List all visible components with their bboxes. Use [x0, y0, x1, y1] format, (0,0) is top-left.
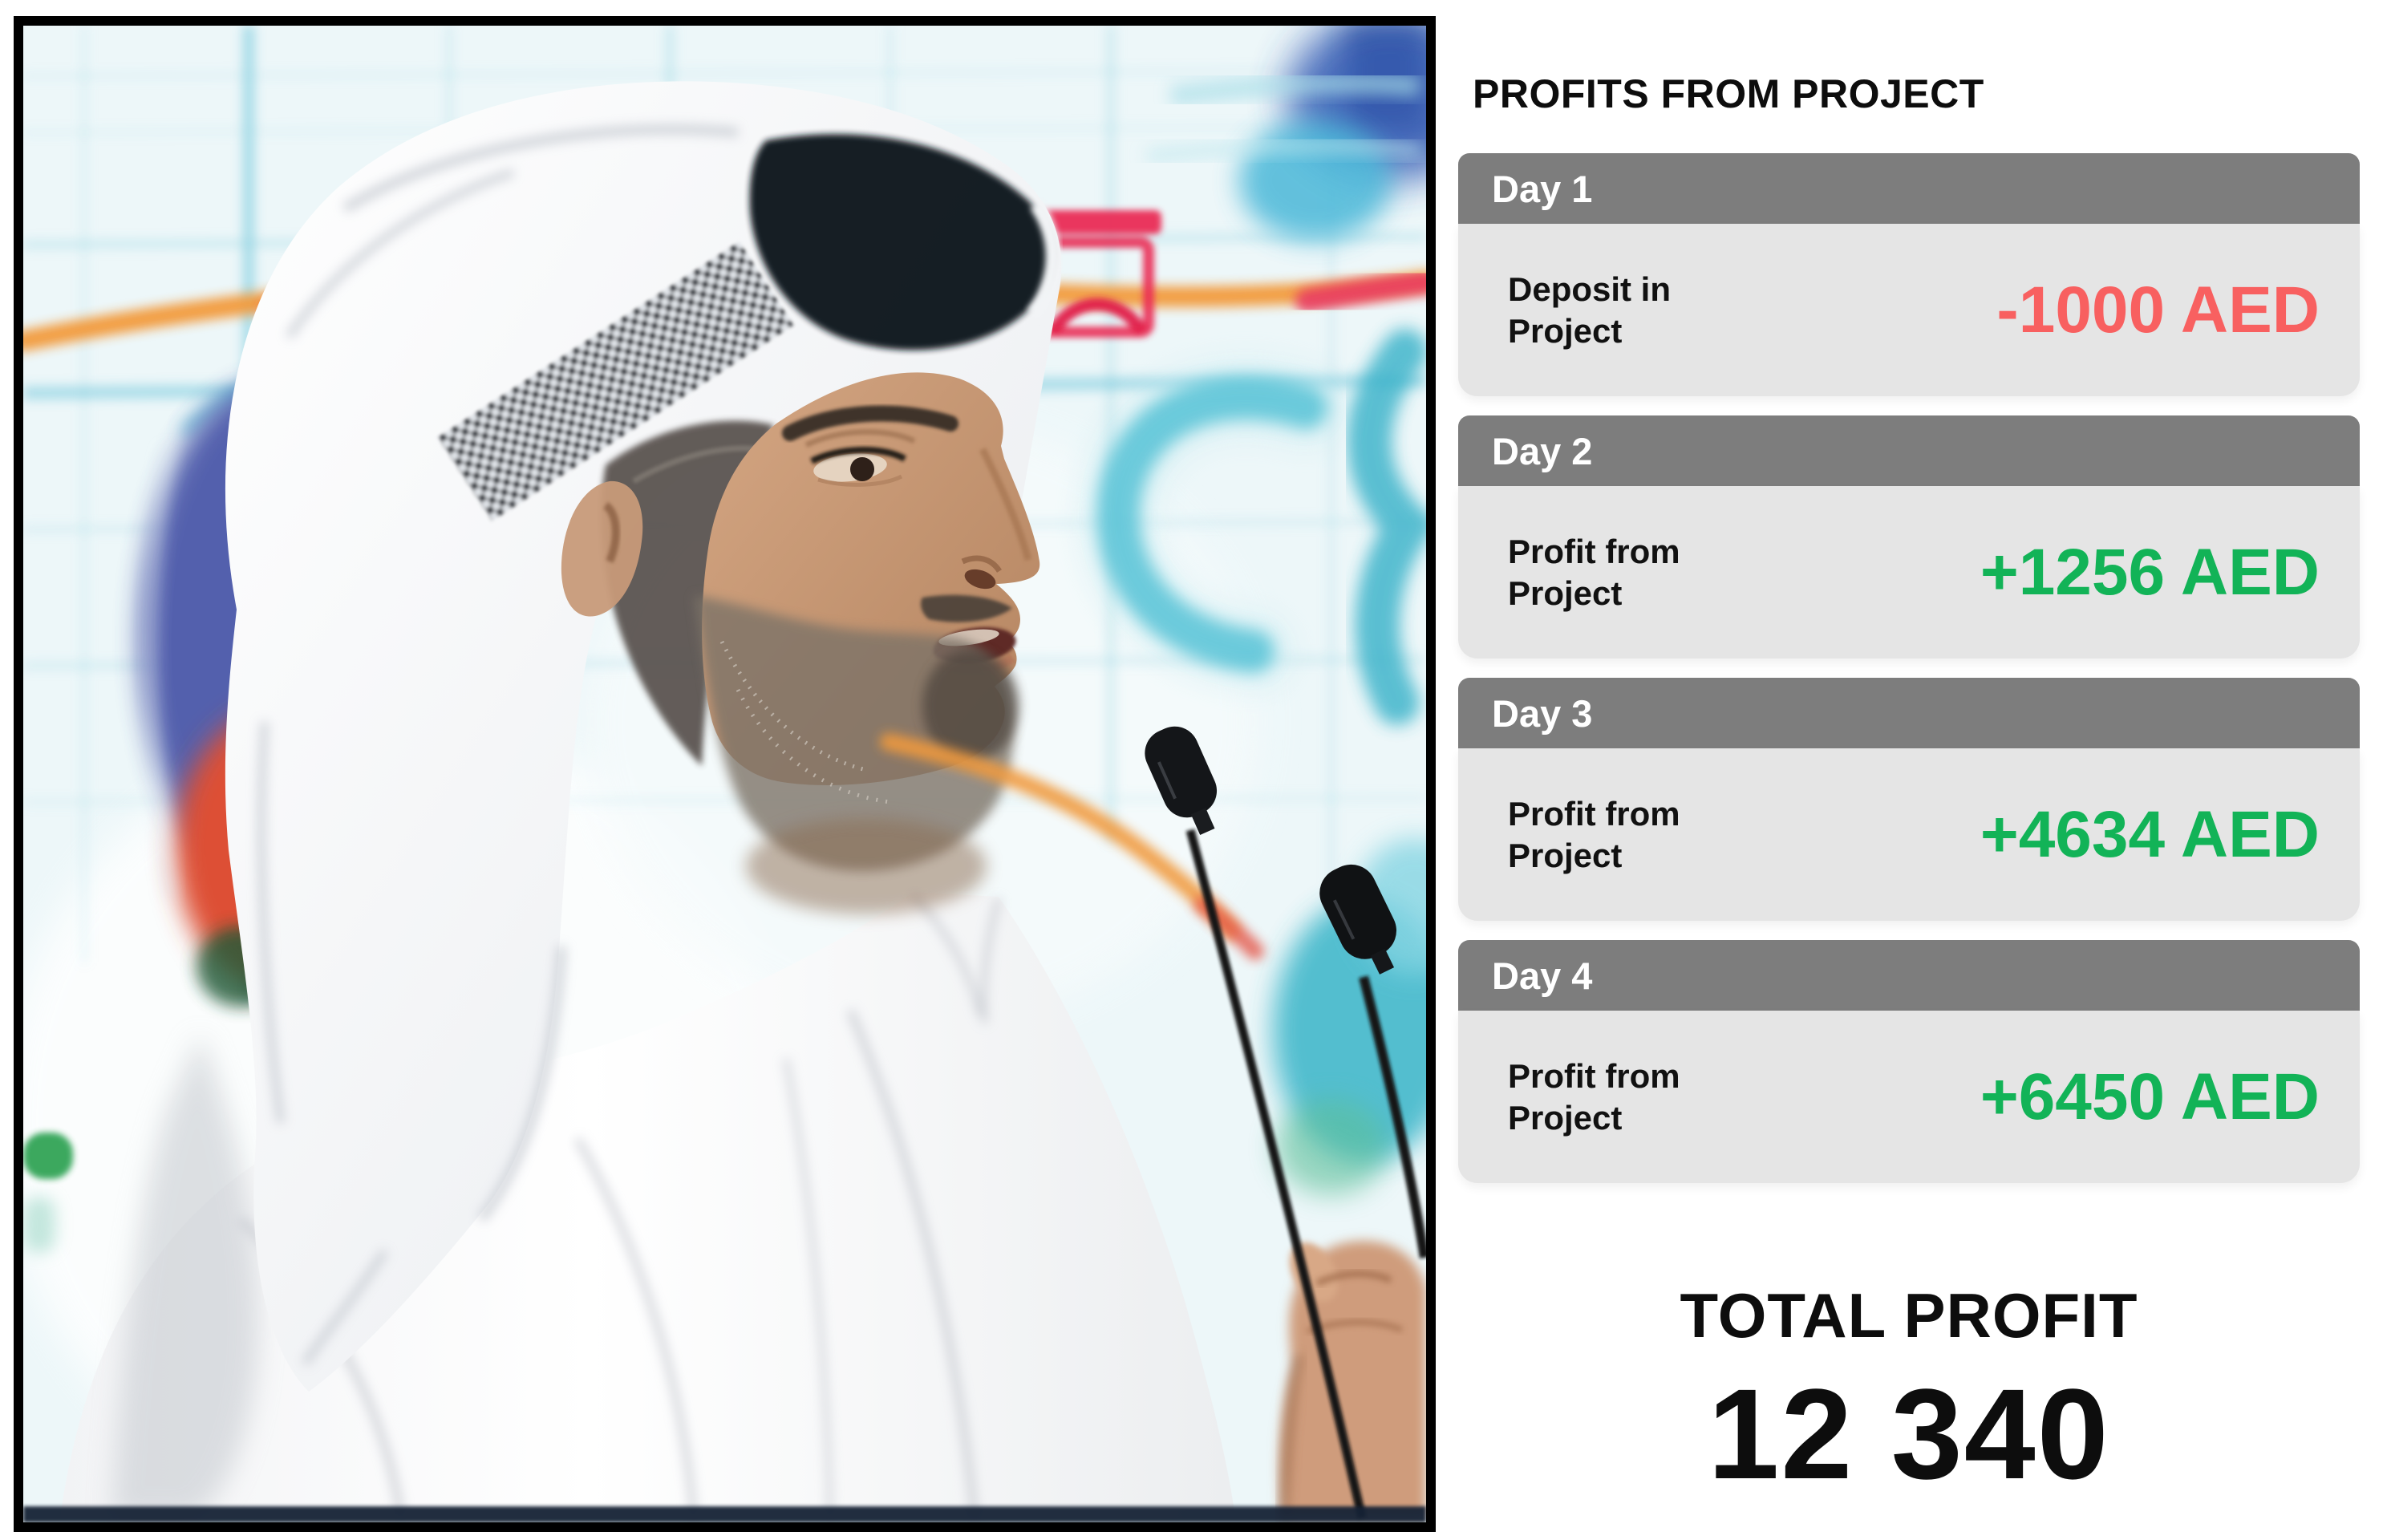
total-label: TOTAL PROFIT — [1680, 1280, 2138, 1351]
day-card-body: Profit from Project +4634 AED — [1458, 748, 2360, 921]
day-cards: Day 1 Deposit in Project -1000 AED Day 2… — [1458, 153, 2360, 1183]
day-card-header: Day 2 — [1458, 415, 2360, 486]
day-card-body: Profit from Project +1256 AED — [1458, 486, 2360, 659]
day-card-body: Profit from Project +6450 AED — [1458, 1011, 2360, 1183]
headdress-dark-fold — [749, 134, 1060, 351]
photo-frame — [14, 16, 1436, 1532]
panel-title: PROFITS FROM PROJECT — [1473, 71, 1984, 116]
amount-value: +1256 AED — [1980, 535, 2320, 609]
teal-scribbles — [1078, 329, 1426, 725]
profits-panel: PROFITS FROM PROJECT Day 1 Deposit in Pr… — [1458, 71, 2360, 1508]
entry-label: Profit from Project — [1508, 533, 1680, 612]
day-title: Day 4 — [1492, 954, 1593, 997]
speaker-eyebrow — [782, 405, 958, 441]
speaker-nose — [961, 447, 1032, 590]
headdress-mesh-band — [437, 241, 794, 521]
speaker-photo — [23, 26, 1426, 1522]
amount-value: +4634 AED — [1980, 797, 2320, 871]
day-card-header: Day 1 — [1458, 153, 2360, 224]
day-title: Day 2 — [1492, 429, 1593, 472]
entry-label: Profit from Project — [1508, 795, 1680, 874]
day-title: Day 3 — [1492, 691, 1593, 735]
speaker-eye — [804, 429, 916, 487]
total-section: TOTAL PROFIT 12 340 — [1458, 1279, 2360, 1508]
speaker-beard — [695, 595, 1019, 914]
microphone-2 — [1319, 864, 1396, 975]
total-value: 12 340 — [1708, 1362, 2110, 1506]
speaker-face — [437, 134, 1060, 914]
day-card: Day 4 Profit from Project +6450 AED — [1458, 940, 2360, 1183]
amount-value: -1000 AED — [1996, 273, 2320, 346]
day-card-header: Day 3 — [1458, 678, 2360, 748]
day-card: Day 3 Profit from Project +4634 AED — [1458, 678, 2360, 921]
speaker-ear — [561, 480, 643, 617]
entry-label: Profit from Project — [1508, 1057, 1680, 1137]
speaker-robe — [60, 892, 1235, 1518]
green-mark — [23, 1133, 73, 1253]
corner-drawings — [1145, 26, 1426, 241]
day-card: Day 2 Profit from Project +1256 AED — [1458, 415, 2360, 659]
day-card-header: Day 4 — [1458, 940, 2360, 1011]
bottom-edge-strip — [23, 1506, 1426, 1522]
day-title: Day 1 — [1492, 167, 1593, 210]
amount-value: +6450 AED — [1980, 1060, 2320, 1133]
entry-label: Deposit in Project — [1508, 270, 1672, 350]
microphone-1 — [1145, 726, 1218, 835]
day-card-body: Deposit in Project -1000 AED — [1458, 224, 2360, 396]
microphones — [1145, 726, 1426, 1519]
day-card: Day 1 Deposit in Project -1000 AED — [1458, 153, 2360, 396]
